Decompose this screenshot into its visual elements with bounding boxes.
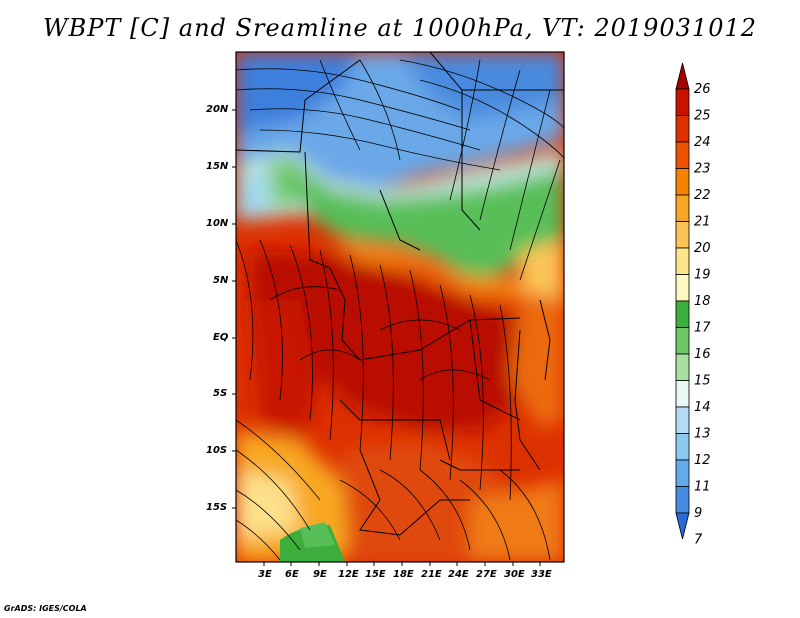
- colorbar-label: 26: [694, 82, 711, 97]
- colorbar-label: 25: [694, 109, 711, 124]
- lon-label-6e: 6E: [285, 569, 299, 580]
- lat-ticks: [232, 109, 236, 509]
- colorbar-segment: [675, 406, 690, 434]
- colorbar-segment: [675, 247, 690, 275]
- wbpt-hot-core: [250, 250, 520, 430]
- colorbar-segment: [675, 88, 690, 116]
- colorbar-segment: [675, 327, 690, 355]
- streamlines: [236, 59, 564, 561]
- grads-credit: GrADS: IGES/COLA: [4, 604, 87, 613]
- lon-label-30e: 30E: [504, 569, 525, 580]
- colorbar-label: 12: [694, 453, 711, 468]
- colorbar-label: 22: [694, 188, 711, 203]
- colorbar-label: 23: [694, 162, 711, 177]
- lat-label-5n: 5N: [213, 275, 229, 286]
- lon-label-21e: 21E: [421, 569, 442, 580]
- colorbar-segment: [675, 168, 690, 196]
- chart-title: WBPT [C] and Sreamline at 1000hPa, VT: 2…: [42, 14, 758, 42]
- colorbar-label: 9: [694, 506, 702, 521]
- wbpt-east-orange: [510, 290, 564, 430]
- colorbar-label: 19: [694, 268, 711, 283]
- wbpt-yellow-east: [520, 240, 564, 305]
- wbpt-hot-core-sw: [250, 300, 320, 440]
- wbpt-south-east: [470, 480, 564, 562]
- colorbar-label: 21: [694, 215, 711, 230]
- colorbar-label: 16: [694, 347, 711, 362]
- colorbar-label: 11: [694, 480, 711, 495]
- colorbar-segment: [675, 194, 690, 222]
- colorbar-label: 13: [694, 427, 711, 442]
- colorbar-segment: [675, 221, 690, 249]
- lon-label-27e: 27E: [476, 569, 497, 580]
- lon-label-9e: 9E: [313, 569, 327, 580]
- wbpt-green-band: [290, 160, 564, 280]
- wbpt-orange-band: [330, 240, 564, 310]
- colorbar-label: 24: [694, 135, 711, 150]
- colorbar-segment: [675, 115, 690, 143]
- colorbar: 26 25 24 23 22 21 20 19 18 17 16 15 14 13 12 11 9 7: [675, 62, 711, 548]
- lat-label-5s: 5S: [213, 388, 228, 399]
- lat-label-10n: 10N: [206, 218, 229, 229]
- lat-label-15n: 15N: [206, 161, 229, 172]
- lon-label-12e: 12E: [338, 569, 359, 580]
- wbpt-green-west: [270, 160, 300, 210]
- colorbar-label: 15: [694, 374, 711, 389]
- colorbar-segment: [675, 274, 690, 302]
- lat-label-15s: 15S: [206, 502, 228, 513]
- colorbar-segment: [675, 141, 690, 169]
- country-borders: [236, 52, 564, 536]
- map-frame: [235, 51, 565, 563]
- colorbar-arrow-bottom: [675, 512, 690, 540]
- lat-label-20n: 20N: [206, 104, 229, 115]
- lon-label-24e: 24E: [448, 569, 469, 580]
- lat-label-10s: 10S: [206, 445, 228, 456]
- lon-label-3e: 3E: [258, 569, 272, 580]
- colorbar-label: 18: [694, 294, 711, 309]
- lon-label-33e: 33E: [531, 569, 552, 580]
- colorbar-segment: [675, 486, 690, 514]
- colorbar-label: 17: [694, 321, 711, 336]
- lon-label-15e: 15E: [365, 569, 386, 580]
- colorbar-segment: [675, 353, 690, 381]
- lon-ticks: [263, 562, 541, 566]
- colorbar-segment: [675, 433, 690, 461]
- colorbar-label: 14: [694, 400, 711, 415]
- colorbar-label: 20: [694, 241, 711, 256]
- lon-label-18e: 18E: [393, 569, 414, 580]
- lat-label-eq: EQ: [213, 332, 229, 343]
- colorbar-segment: [675, 459, 690, 487]
- colorbar-segment: [675, 380, 690, 408]
- wbpt-sw-yellow: [236, 470, 300, 540]
- colorbar-segment: [675, 300, 690, 328]
- colorbar-arrow-top: [675, 62, 690, 90]
- wbpt-coast-strip: [236, 175, 270, 220]
- colorbar-label: 7: [694, 533, 703, 548]
